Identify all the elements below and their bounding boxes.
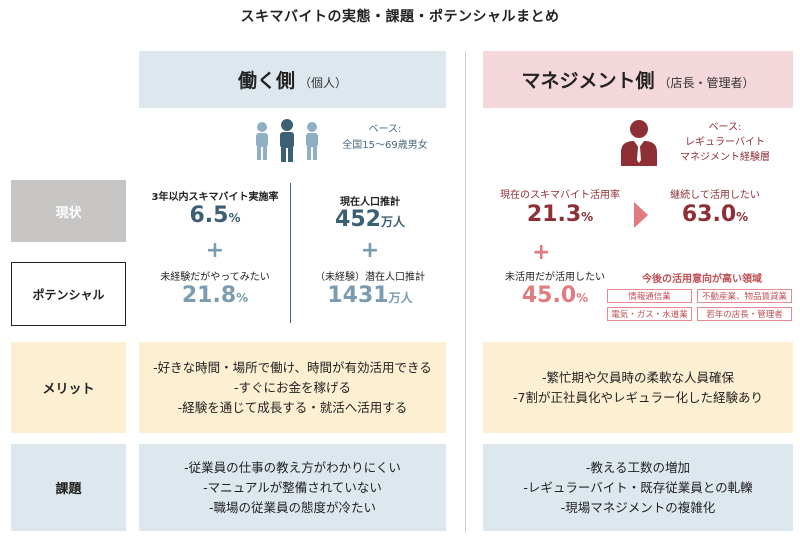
continue-value: 63.0 [681, 202, 737, 227]
manager-want-value: 45.0 [521, 283, 577, 308]
manager-base-line3: マネジメント経験層 [680, 152, 770, 163]
pop-value: 452 [335, 207, 381, 232]
column-divider [465, 51, 466, 533]
row-label-potential: ポテンシャル [11, 262, 126, 326]
intent-label: 今後の活用意向が高い領域 [642, 274, 762, 285]
list-item: -繁忙期や欠員時の柔軟な人員確保 [541, 369, 734, 385]
intent-tag: 若年の店長・管理者 [697, 307, 792, 321]
right-arrow-icon [634, 202, 648, 228]
want-value-group: 21.8% [150, 283, 280, 308]
row-label-current: 現状 [11, 180, 126, 242]
worker-stats-divider [290, 183, 291, 323]
use-value-group: 21.3% [490, 202, 630, 227]
manager-base-line2: レギュラーバイト [685, 137, 765, 148]
manager-base-line1: ベース: [708, 122, 742, 133]
worker-side-header: 働く側 （個人） [139, 51, 446, 108]
latent-value: 1431 [327, 283, 389, 308]
worker-issues-box: -従業員の仕事の教え方がわかりにくい -マニュアルが整備されていない -職場の従… [139, 444, 446, 531]
worker-base-note: ベース: 全国15～69歳男女 [330, 122, 440, 154]
list-item: -すぐにお金を稼げる [233, 379, 351, 395]
continue-unit: % [736, 210, 749, 224]
rate-unit: % [228, 211, 241, 225]
row-label-merit: メリット [11, 342, 126, 433]
list-item: -7割が正社員化やレギュラー化した経験あり [513, 389, 763, 405]
management-side-subtitle: （店長・管理者） [658, 75, 755, 90]
want-value: 21.8 [181, 283, 237, 308]
rate-label: 3年以内スキマバイト実施率 [151, 192, 279, 203]
list-item: -経験を通じて成長する・就活へ活用する [177, 399, 408, 415]
list-item: -レギュラーバイト・既存従業員との軋轢 [523, 479, 753, 495]
intent-tag: 不動産業、物品賃貸業 [697, 289, 792, 303]
latent-unit: 万人 [388, 291, 413, 305]
worker-base-line2: 全国15～69歳男女 [342, 140, 428, 151]
list-item: -好きな時間・場所で働け、時間が有効活用できる [153, 359, 432, 375]
rate-value-group: 6.5% [150, 203, 280, 228]
worker-plus-right: + [360, 238, 380, 263]
continue-value-group: 63.0% [650, 202, 780, 227]
latent-value-group: 1431万人 [300, 283, 440, 308]
worker-plus-left: + [205, 238, 225, 263]
worker-side-title: 働く側 [237, 70, 295, 92]
manager-want-value-group: 45.0% [490, 283, 620, 308]
manager-want-unit: % [576, 291, 589, 305]
worker-base-line1: ベース: [368, 124, 402, 135]
worker-merit-box: -好きな時間・場所で働け、時間が有効活用できる -すぐにお金を稼げる -経験を通… [139, 342, 446, 433]
latent-label: （未経験）潜在人口推計 [315, 272, 425, 283]
use-value: 21.3 [526, 202, 582, 227]
intent-tag: 情報通信業 [607, 289, 692, 303]
people-group-icon [251, 118, 323, 162]
manager-person-icon [614, 116, 664, 166]
page-title: スキマバイトの実態・課題・ポテンシャルまとめ [240, 9, 560, 25]
management-side-header: マネジメント側 （店長・管理者） [483, 51, 793, 108]
list-item: -職場の従業員の態度が冷たい [208, 499, 376, 515]
manager-merit-box: -繁忙期や欠員時の柔軟な人員確保 -7割が正社員化やレギュラー化した経験あり [483, 342, 793, 433]
intent-tag: 電気・ガス・水道業 [607, 307, 692, 321]
continue-label: 継続して活用したい [670, 190, 760, 201]
row-label-issues: 課題 [11, 444, 126, 531]
want-label: 未経験だがやってみたい [160, 272, 270, 283]
use-unit: % [581, 210, 594, 224]
want-unit: % [236, 291, 249, 305]
list-item: -マニュアルが整備されていない [203, 479, 382, 495]
manager-issues-box: -教える工数の増加 -レギュラーバイト・既存従業員との軋轢 -現場マネジメントの… [483, 444, 793, 531]
manager-base-note: ベース: レギュラーバイト マネジメント経験層 [670, 120, 780, 165]
use-label: 現在のスキマバイト活用率 [500, 190, 620, 201]
manager-plus: + [532, 240, 551, 265]
list-item: -現場マネジメントの複雑化 [560, 499, 716, 515]
list-item: -従業員の仕事の教え方がわかりにくい [184, 459, 401, 475]
rate-value: 6.5 [189, 203, 229, 228]
manager-want-label: 未活用だが活用したい [505, 272, 605, 283]
pop-label: 現在人口推計 [340, 197, 400, 208]
pop-unit: 万人 [380, 215, 405, 229]
worker-side-subtitle: （個人） [299, 75, 348, 90]
pop-value-group: 452万人 [300, 207, 440, 232]
management-side-title: マネジメント側 [521, 70, 655, 92]
list-item: -教える工数の増加 [585, 459, 691, 475]
